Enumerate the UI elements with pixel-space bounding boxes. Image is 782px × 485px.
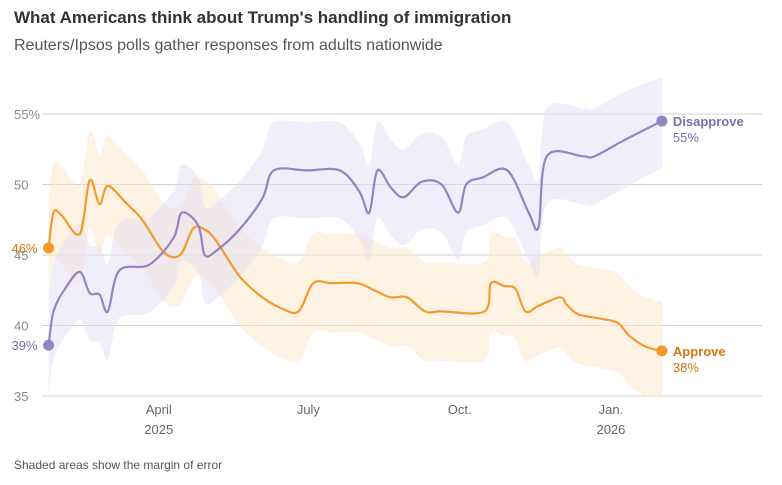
approve-series-name: Approve [673,344,726,359]
footnote: Shaded areas show the margin of error [14,458,223,472]
disapprove-start-marker [43,339,55,351]
y-tick-label: 40 [14,319,28,334]
y-tick-label: 50 [14,178,28,193]
y-tick-label: 55% [14,107,40,122]
chart-subtitle: Reuters/Ipsos polls gather responses fro… [14,37,443,54]
disapprove-start-label: 39% [12,338,38,353]
disapprove-error-band [48,77,662,394]
x-tick-label: April [146,402,172,417]
disapprove-end-marker [656,115,668,127]
approve-start-marker [43,242,55,254]
x-tick-label: Jan. [599,402,624,417]
x-tick-label: Oct. [448,402,472,417]
disapprove-end-value: 55% [673,130,699,145]
disapprove-series-name: Disapprove [673,114,744,129]
series-lines [47,120,663,352]
x-tick-year-label: 2026 [596,422,625,437]
x-tick-year-label: 2025 [144,422,173,437]
approve-start-label: 46% [12,241,38,256]
approve-end-value: 38% [673,360,699,375]
approve-end-marker [656,345,668,357]
series-markers [43,115,668,357]
margin-of-error-bands [48,77,662,397]
chart-title: What Americans think about Trump's handl… [14,8,512,27]
y-tick-label: 45 [14,248,28,263]
disapprove-line [47,120,663,346]
x-tick-label: July [297,402,321,417]
approve-line [47,178,663,352]
axis-ticks: 35 40 45 50 55% April 2025 July Oct. Jan. 2026 [14,107,625,437]
y-tick-label: 35 [14,389,28,404]
